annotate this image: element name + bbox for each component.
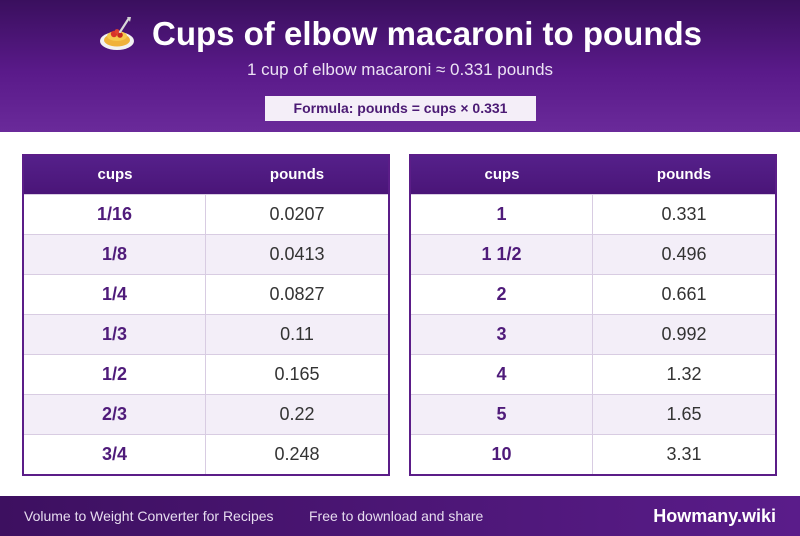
pounds-cell: 0.11: [280, 324, 314, 344]
subtitle: 1 cup of elbow macaroni ≈ 0.331 pounds: [246, 60, 554, 79]
cups-cell: 4: [411, 355, 593, 394]
column-header-cups: cups: [484, 166, 520, 183]
pounds-cell: 0.0207: [269, 204, 325, 224]
cups-cell: 1 1/2: [411, 235, 593, 274]
column-header-pounds: pounds: [269, 166, 325, 183]
table-row: 1/16 0.0207: [24, 194, 388, 234]
table-row: 2/3 0.22: [24, 394, 388, 434]
cups-cell: 3: [411, 315, 593, 354]
cups-cell: 1/16: [24, 195, 206, 234]
pounds-cell: 0.248: [274, 444, 320, 464]
table-header: cups pounds: [411, 156, 775, 194]
column-header-pounds: pounds: [656, 166, 712, 183]
formula-box: Formula: pounds = cups × 0.331: [265, 96, 536, 121]
page-title: Cups of elbow macaroni to pounds: [151, 15, 702, 52]
table-row: 1 0.331: [411, 194, 775, 234]
brand-logo[interactable]: Howmany.wiki: [653, 506, 776, 526]
pounds-cell: 1.32: [666, 364, 702, 384]
pounds-cell: 0.992: [661, 324, 707, 344]
pounds-cell: 0.331: [661, 204, 707, 224]
pounds-cell: 0.0413: [269, 244, 325, 264]
table-row: 2 0.661: [411, 274, 775, 314]
pounds-cell: 0.661: [661, 284, 707, 304]
table-header: cups pounds: [24, 156, 388, 194]
table-row: 3 0.992: [411, 314, 775, 354]
footer: Volume to Weight Converter for Recipes F…: [0, 496, 800, 536]
cups-cell: 1/3: [24, 315, 206, 354]
pounds-cell: 0.22: [279, 404, 315, 424]
table-row: 10 3.31: [411, 434, 775, 474]
cups-cell: 5: [411, 395, 593, 434]
pounds-cell: 0.0827: [269, 284, 325, 304]
cups-cell: 1/2: [24, 355, 206, 394]
conversion-table-right: cups pounds 1 0.331 1 1/2 0.496 2 0.661 3 0.…: [409, 154, 777, 476]
conversion-table-left: cups pounds 1/16 0.0207 1/8 0.0413 1/4 0.08…: [22, 154, 390, 476]
table-row: 1/8 0.0413: [24, 234, 388, 274]
spaghetti-plate-icon: [98, 14, 138, 54]
cups-cell: 2: [411, 275, 593, 314]
cups-cell: 10: [411, 435, 593, 474]
cups-cell: 1/4: [24, 275, 206, 314]
table-row: 1/4 0.0827: [24, 274, 388, 314]
table-row: 1/3 0.11: [24, 314, 388, 354]
pounds-cell: 0.496: [661, 244, 707, 264]
cups-cell: 1/8: [24, 235, 206, 274]
table-row: 1/2 0.165: [24, 354, 388, 394]
pounds-cell: 1.65: [666, 404, 702, 424]
table-row: 1 1/2 0.496: [411, 234, 775, 274]
header: Cups of elbow macaroni to pounds 1 cup o…: [0, 0, 800, 132]
pounds-cell: 3.31: [666, 444, 702, 464]
pounds-cell: 0.165: [274, 364, 320, 384]
cups-cell: 2/3: [24, 395, 206, 434]
table-row: 5 1.65: [411, 394, 775, 434]
footer-share-label: Free to download and share: [309, 508, 484, 524]
title-row: Cups of elbow macaroni to pounds: [0, 14, 800, 54]
cups-cell: 3/4: [24, 435, 206, 474]
column-header-cups: cups: [97, 166, 133, 183]
footer-converter-label: Volume to Weight Converter for Recipes: [24, 508, 274, 524]
cups-cell: 1: [411, 195, 593, 234]
table-row: 3/4 0.248: [24, 434, 388, 474]
table-row: 4 1.32: [411, 354, 775, 394]
